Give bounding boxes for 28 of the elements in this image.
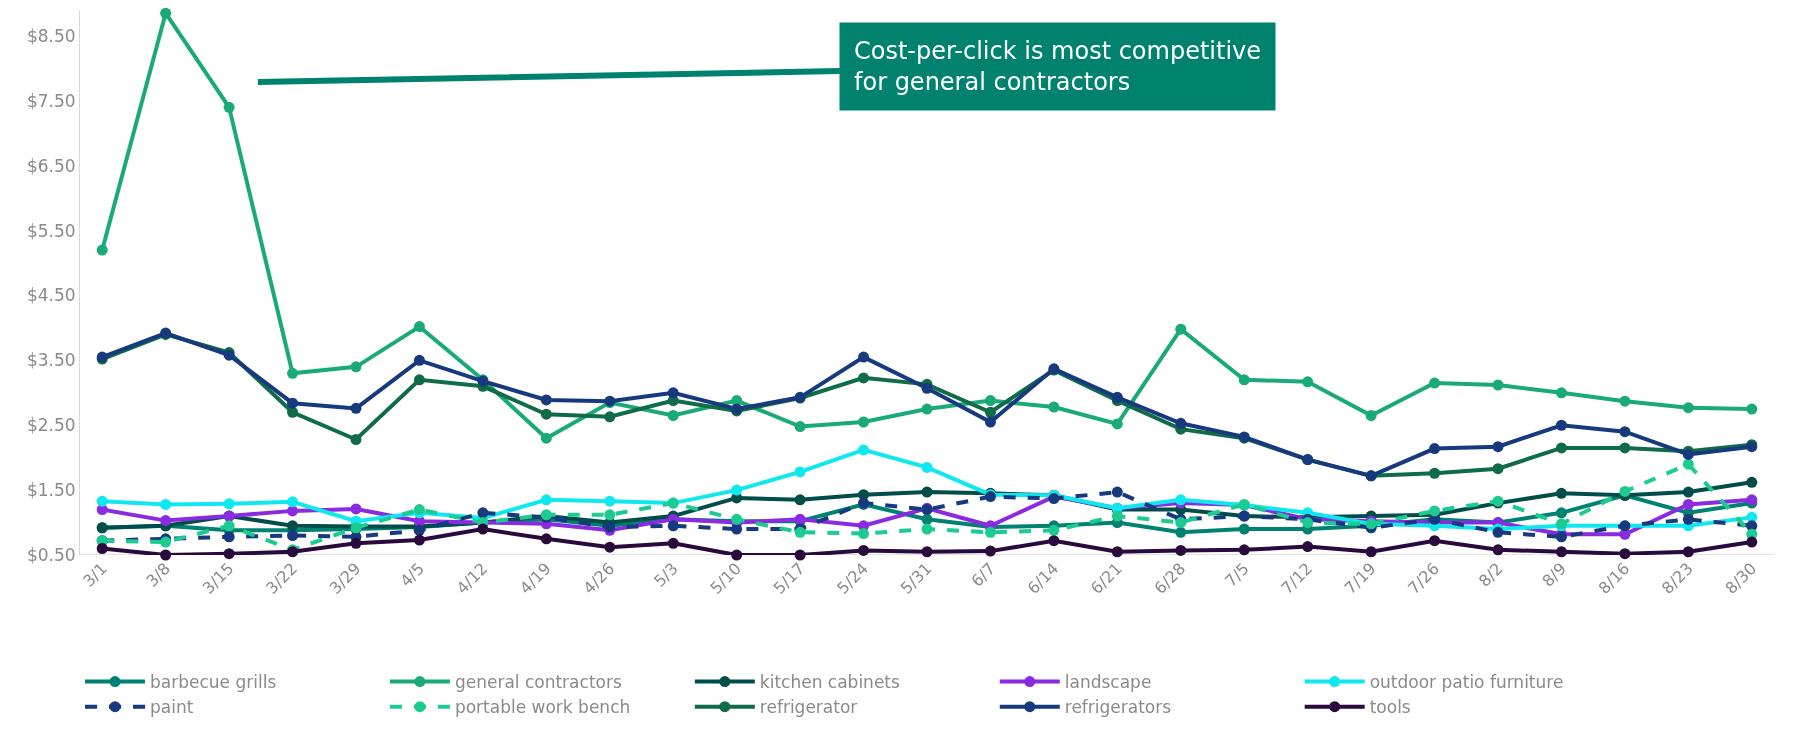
legend-label: barbecue grills xyxy=(150,672,277,693)
y-tick-label: $4.50 xyxy=(26,285,76,306)
y-tick-label: $5.50 xyxy=(26,220,76,241)
y-tick-label: $0.50 xyxy=(26,544,76,565)
legend-label: refrigerator xyxy=(759,697,858,718)
x-tick-label: 7/5 xyxy=(1221,559,1253,591)
y-tick-label: $6.50 xyxy=(26,155,76,176)
y-tick-label: $8.50 xyxy=(26,25,76,46)
annotation: Cost-per-click is most competitive for general contractors xyxy=(854,37,1262,97)
x-tick-label: 5/3 xyxy=(650,559,682,591)
legend-label: landscape xyxy=(1064,672,1152,693)
x-tick-label: 3/8 xyxy=(142,559,175,591)
y-tick-label: $1.50 xyxy=(26,480,76,501)
legend-label: kitchen cabinets xyxy=(759,672,901,693)
x-tick-label: 3/1 xyxy=(79,559,111,591)
legend-label: refrigerators xyxy=(1064,697,1172,718)
legend-label: portable work bench xyxy=(454,697,631,718)
y-tick-label: $3.50 xyxy=(26,350,76,371)
legend-label: general contractors xyxy=(454,672,622,693)
legend-label: outdoor patio furniture xyxy=(1369,672,1564,693)
y-tick-label: $7.50 xyxy=(26,90,76,111)
legend-label: paint xyxy=(150,697,194,718)
x-tick-label: 6/7 xyxy=(967,559,999,591)
x-tick-label: 8/9 xyxy=(1538,559,1570,591)
legend-label: tools xyxy=(1369,697,1411,718)
x-tick-label: 4/5 xyxy=(396,559,428,591)
x-tick-label: 8/2 xyxy=(1474,559,1507,591)
y-tick-label: $2.50 xyxy=(26,415,76,436)
